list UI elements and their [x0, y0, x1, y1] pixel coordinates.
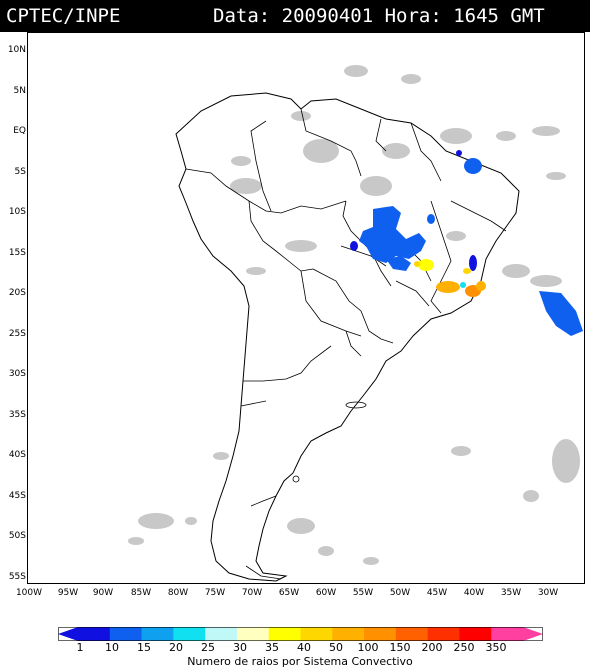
legend-swatch	[395, 627, 429, 641]
lat-label-eq: EQ	[13, 126, 26, 136]
legend-swatch	[491, 627, 524, 641]
legend-value-150: 150	[389, 641, 411, 654]
legend-caption: Numero de raios por Sistema Convectivo	[187, 655, 413, 668]
lon-label-60w: 60W	[315, 588, 337, 598]
legend-swatch	[236, 627, 270, 641]
lon-label-95w: 95W	[57, 588, 79, 598]
cloud-patches	[128, 65, 580, 565]
legend-swatch	[427, 627, 460, 641]
lightning-systems	[350, 150, 583, 336]
legend-value-10: 10	[105, 641, 119, 654]
islands	[245, 401, 367, 580]
legend-swatches	[78, 627, 524, 641]
legend-value-20: 20	[169, 641, 183, 654]
legend-swatch	[141, 627, 174, 641]
legend-right-arrow	[523, 627, 543, 641]
legend-value-40: 40	[297, 641, 311, 654]
legend-value-1: 1	[76, 641, 84, 654]
lon-label-30w: 30W	[537, 588, 559, 598]
lon-label-50w: 50W	[389, 588, 411, 598]
color-legend-bar	[58, 627, 543, 641]
lat-label-30s: 30S	[8, 369, 26, 379]
title-bar: CPTEC/INPE Data: 20090401 Hora: 1645 GMT	[0, 0, 590, 32]
lat-label-45s: 45S	[8, 491, 26, 501]
lon-label-35w: 35W	[500, 588, 522, 598]
legend-swatch	[268, 627, 301, 641]
lat-label-50s: 50S	[8, 531, 26, 541]
org-label: CPTEC/INPE	[6, 5, 121, 27]
map-panel	[27, 32, 585, 584]
lat-label-15s: 15S	[8, 248, 26, 258]
country-borders	[185, 108, 507, 507]
lat-label-55s: 55S	[8, 572, 26, 582]
lon-label-75w: 75W	[204, 588, 226, 598]
legend-value-50: 50	[329, 641, 343, 654]
lon-label-70w: 70W	[241, 588, 263, 598]
lon-label-45w: 45W	[426, 588, 448, 598]
lat-label-35s: 35S	[8, 410, 26, 420]
lat-label-5s: 5S	[14, 167, 26, 177]
lat-label-5n: 5N	[13, 86, 26, 96]
date-time-label: Data: 20090401 Hora: 1645 GMT	[213, 5, 545, 27]
south-america-outline	[175, 92, 520, 582]
legend-value-35: 35	[265, 641, 279, 654]
map-canvas	[128, 65, 583, 582]
lon-label-80w: 80W	[167, 588, 189, 598]
legend-swatch	[205, 627, 238, 641]
legend-swatch	[78, 627, 111, 641]
legend-swatch	[109, 627, 143, 641]
lat-label-20s: 20S	[8, 288, 26, 298]
lat-label-25s: 25S	[8, 329, 26, 339]
legend-value-350: 350	[485, 641, 507, 654]
lon-label-65w: 65W	[278, 588, 300, 598]
legend-value-25: 25	[201, 641, 215, 654]
legend-value-30: 30	[233, 641, 247, 654]
legend-swatch	[332, 627, 365, 641]
legend-left-arrow	[58, 627, 78, 641]
lat-label-40s: 40S	[8, 450, 26, 460]
legend-swatch	[173, 627, 206, 641]
legend-swatch	[300, 627, 333, 641]
lat-label-10s: 10S	[8, 207, 26, 217]
lon-label-55w: 55W	[352, 588, 374, 598]
lon-label-90w: 90W	[92, 588, 114, 598]
legend-swatch	[364, 627, 397, 641]
legend-swatch	[459, 627, 492, 641]
lon-label-85w: 85W	[130, 588, 152, 598]
legend-value-100: 100	[357, 641, 379, 654]
lon-label-100w: 100W	[15, 588, 43, 598]
legend-value-200: 200	[421, 641, 443, 654]
legend-value-15: 15	[137, 641, 151, 654]
legend-value-250: 250	[453, 641, 475, 654]
lon-label-40w: 40W	[463, 588, 485, 598]
lat-label-10n: 10N	[7, 45, 26, 55]
